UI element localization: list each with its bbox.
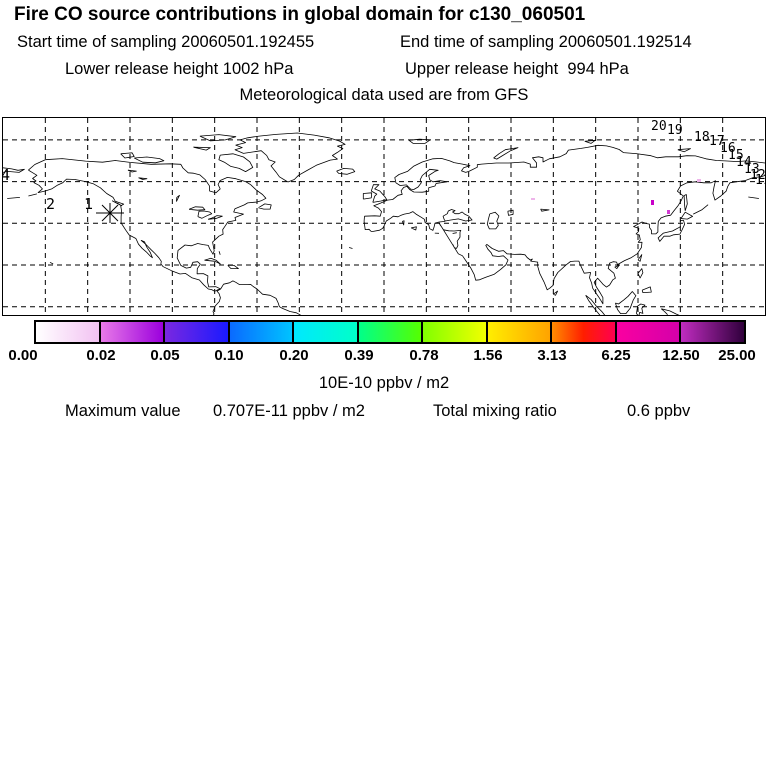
colorbar-segment — [423, 322, 488, 342]
colorbar-segment — [358, 322, 424, 342]
trajectory-hour-label: 13 — [744, 162, 760, 177]
total-mixing-ratio-label: Total mixing ratio — [433, 402, 557, 420]
colorbar-tick-label: 0.39 — [344, 347, 374, 364]
colorbar-tick-label: 0.20 — [279, 347, 309, 364]
colorbar — [34, 320, 746, 344]
start-time-text: Start time of sampling 20060501.192455 — [17, 33, 315, 51]
end-time-text: End time of sampling 20060501.192514 — [400, 33, 692, 51]
colorbar-segment — [552, 322, 617, 342]
colorbar-segment — [294, 322, 359, 342]
colorbar-tick-label: 0.02 — [86, 347, 116, 364]
max-value-label: Maximum value — [65, 402, 181, 420]
trajectory-hour-label: 16 — [720, 141, 736, 156]
max-value-number: 0.707E-11 ppbv / m2 — [213, 402, 365, 420]
colorbar-tick-label: 3.13 — [537, 347, 567, 364]
trajectory-hour-label: 12 — [750, 168, 765, 183]
colorbar-tick-label: 6.25 — [601, 347, 631, 364]
trajectory-hour-label: 14 — [736, 155, 752, 170]
trajectory-hour-label: 4 — [3, 166, 10, 184]
trajectory-hour-label: 2 — [46, 195, 55, 213]
colorbar-segment — [229, 322, 295, 342]
colorbar-segment — [487, 322, 553, 342]
release-point-star-marker — [96, 203, 124, 223]
trajectory-hour-label: 17 — [709, 134, 725, 149]
gridlines — [3, 118, 765, 315]
colorbar-tick-label: 0.10 — [214, 347, 244, 364]
met-data-text: Meteorological data used are from GFS — [239, 86, 529, 104]
plot-title: Fire CO source contributions in global d… — [14, 4, 586, 25]
lower-release-text: Lower release height 1002 hPa — [65, 60, 294, 78]
coastlines — [3, 132, 765, 315]
trajectory-hour-label: 1 — [84, 195, 93, 213]
contribution-specks — [531, 179, 701, 214]
colorbar-segment — [616, 322, 682, 342]
colorbar-segment — [100, 322, 166, 342]
trajectory-hour-label: 11 — [755, 173, 765, 188]
colorbar-tick-label: 1.56 — [473, 347, 503, 364]
colorbar-segment — [36, 322, 101, 342]
colorbar-tick-label: 0.05 — [150, 347, 180, 364]
colorbar-tick-label: 0.00 — [8, 347, 38, 364]
colorbar-tick-label: 12.50 — [662, 347, 700, 364]
trajectory-hour-label: 15 — [728, 148, 744, 163]
upper-release-text: Upper release height 994 hPa — [405, 60, 629, 78]
colorbar-segment — [165, 322, 230, 342]
colorbar-tick-label: 25.00 — [718, 347, 756, 364]
trajectory-hour-label: 19 — [667, 123, 683, 138]
colorbar-tick-label: 0.78 — [409, 347, 439, 364]
trajectory-hour-label: 18 — [694, 130, 710, 145]
total-mixing-ratio-value: 0.6 ppbv — [627, 402, 691, 420]
trajectory-hour-label: 20 — [651, 119, 667, 134]
colorbar-segment — [681, 322, 745, 342]
colorbar-units: 10E-10 ppbv / m2 — [318, 374, 450, 392]
